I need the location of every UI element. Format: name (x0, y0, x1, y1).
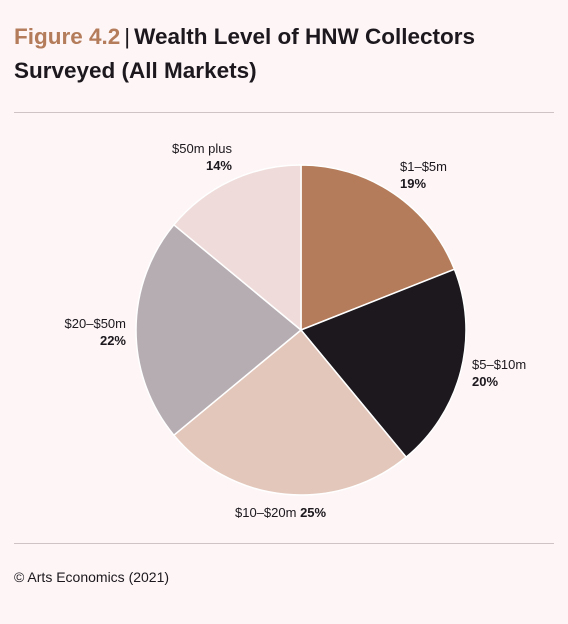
slice-percent-5: 14% (206, 158, 232, 173)
pie-slice-2 (299, 268, 467, 459)
slice-percent-3: 25% (300, 505, 326, 520)
slice-category-1: $1–$5m (400, 159, 447, 174)
title-separator: | (124, 24, 131, 49)
pie-slice-3 (172, 328, 408, 496)
slice-category-5: $50m plus (172, 141, 232, 156)
slice-category-2: $5–$10m (472, 357, 526, 372)
slice-percent-4: 22% (100, 333, 126, 348)
slice-label-3: $10–$20m 25% (235, 505, 327, 520)
pie-slice-4 (135, 223, 303, 437)
pie-slices (135, 164, 467, 496)
title-line-1: Wealth Level of HNW Collectors (134, 24, 476, 49)
source-credit: © Arts Economics (2021) (14, 569, 170, 585)
pie-slice-1 (300, 164, 456, 332)
top-divider (14, 112, 554, 113)
bottom-divider (14, 543, 554, 544)
slice-percent-1: 19% (400, 176, 426, 191)
pie-chart: $1–$5m 19% $5–$10m 20% $10–$20m 25% $20–$50m 2… (65, 141, 527, 520)
slice-category-3: $10–$20m (235, 505, 300, 520)
slice-percent-2: 20% (472, 374, 498, 389)
slice-category-4: $20–$50m (65, 316, 126, 331)
pie-slice-5 (172, 164, 302, 332)
figure-number: Figure 4.2 (14, 24, 121, 49)
pie-labels: $1–$5m 19% $5–$10m 20% $10–$20m 25% $20–$50m 2… (65, 141, 527, 520)
title-line-2: Surveyed (All Markets) (14, 58, 257, 83)
chart-title: Figure 4.2 | Wealth Level of HNW Collector… (14, 20, 554, 88)
